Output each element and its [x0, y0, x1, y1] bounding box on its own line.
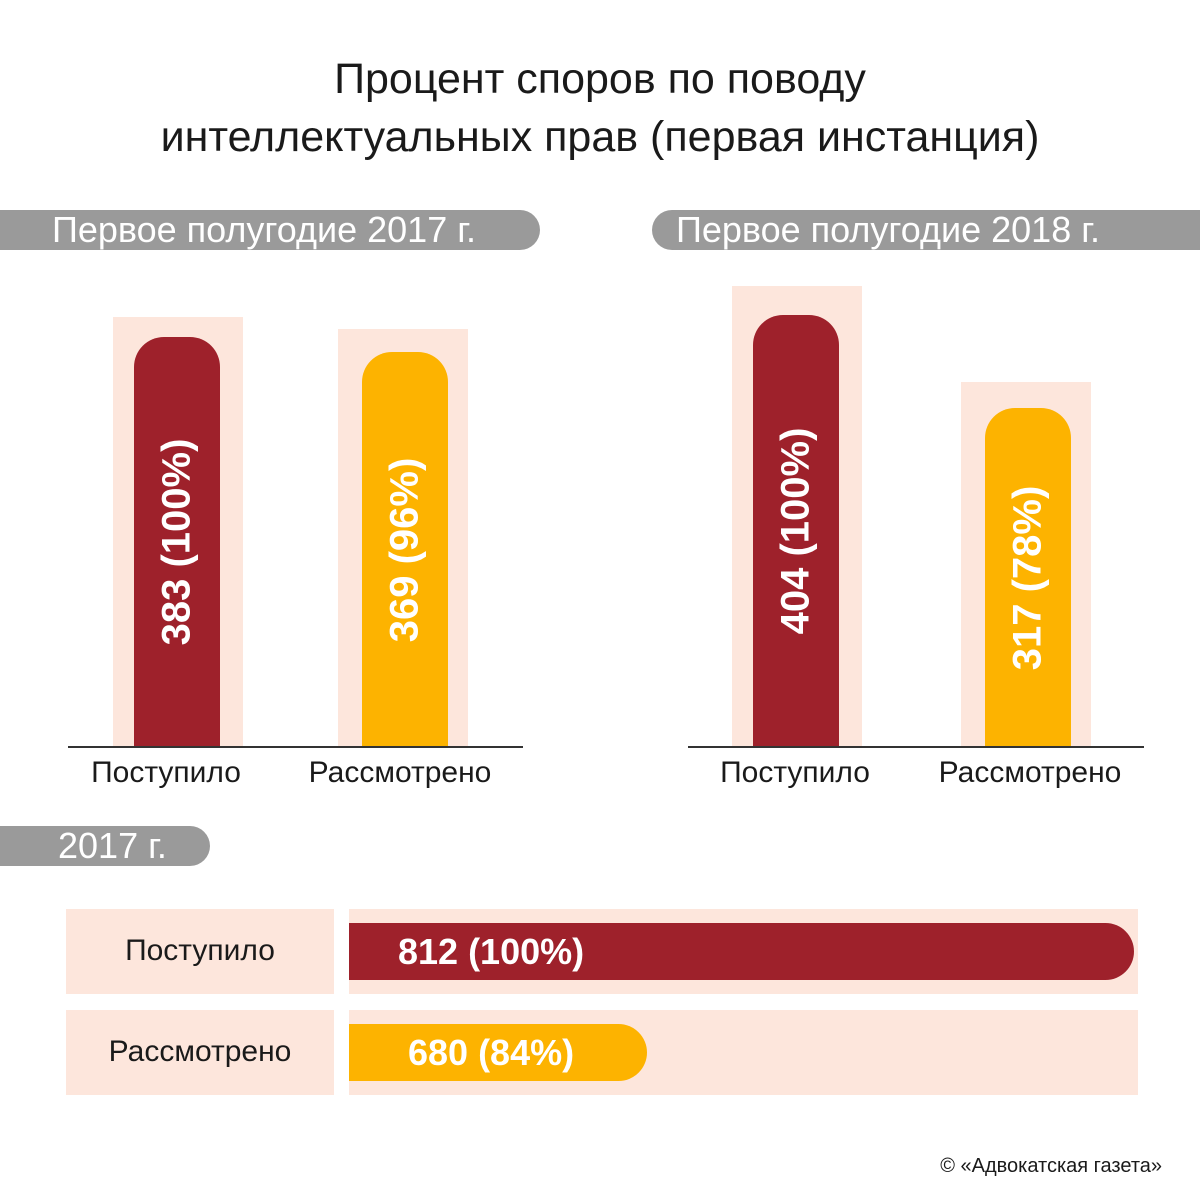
data-label-reviewed-2017-year: 680 (84%) — [408, 1032, 575, 1073]
section-header-2017-year: 2017 г. — [0, 826, 210, 866]
row-label-bg-received — [66, 909, 334, 994]
category-label-received-2018: Поступило — [720, 756, 870, 789]
x-axis-line-2018-half — [688, 746, 1144, 748]
row-label-bg-reviewed — [66, 1010, 334, 1095]
copyright-notice: © «Адвокатская газета» — [940, 1155, 1162, 1177]
category-label-received-2017: Поступило — [91, 756, 241, 789]
category-label-reviewed-2017: Рассмотрено — [308, 756, 492, 789]
category-label-reviewed-2018: Рассмотрено — [938, 756, 1122, 789]
data-label-received-2017-half: 383 (100%) — [154, 438, 199, 646]
data-label-received-2018-half: 404 (100%) — [773, 427, 818, 635]
title-line-2: интеллектуальных прав (первая инстанция) — [160, 113, 1040, 161]
row-label-reviewed: Рассмотрено — [108, 1035, 292, 1068]
x-axis-line-2017-half — [68, 746, 523, 748]
bar-reviewed-2017-year — [349, 1024, 647, 1081]
data-label-received-2017-year: 812 (100%) — [398, 931, 585, 972]
chart-title: Процент споров по поводу интеллектуальны… — [0, 50, 1200, 166]
bar-reviewed-2017-half — [362, 352, 448, 747]
section-header-2018-half: Первое полугодие 2018 г. — [652, 210, 1200, 250]
data-label-reviewed-2018-half: 317 (78%) — [1005, 485, 1050, 670]
data-label-reviewed-2017-half: 369 (96%) — [382, 457, 427, 642]
bar-reviewed-2018-half — [985, 408, 1071, 747]
bar-received-2017-half — [134, 337, 220, 747]
row-label-received: Поступило — [125, 934, 275, 967]
bar-received-2018-half — [753, 315, 839, 747]
bar-received-2017-year — [349, 923, 1134, 980]
title-line-1: Процент споров по поводу — [334, 55, 866, 103]
section-header-2017-half: Первое полугодие 2017 г. — [0, 210, 540, 250]
